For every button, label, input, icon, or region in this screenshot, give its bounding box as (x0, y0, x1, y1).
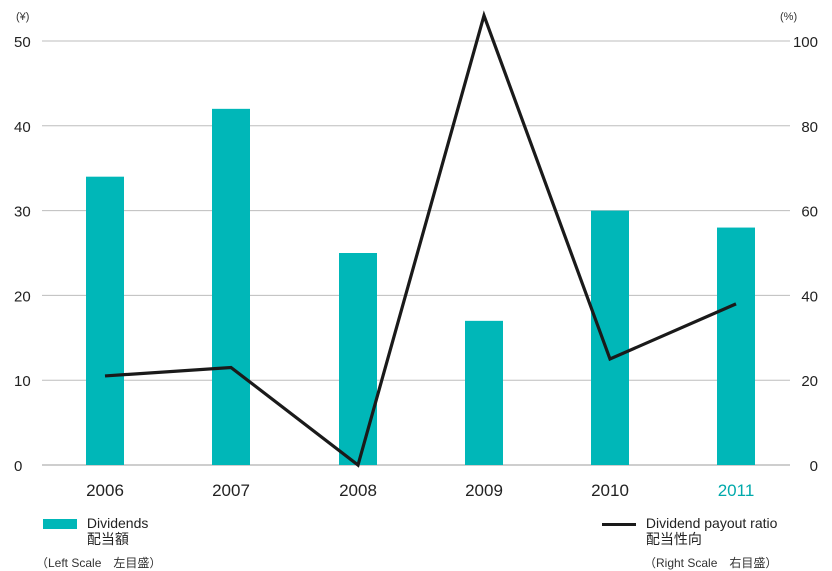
right-scale-note: （Right Scale 右目盛） (644, 556, 778, 570)
bar-2010 (591, 210, 629, 465)
x-tick-label-2006: 2006 (86, 481, 124, 500)
legend-payout-label: Dividend payout ratio (645, 515, 778, 531)
x-tick-label-2011: 2011 (718, 481, 755, 500)
x-tick-label-2009: 2009 (465, 481, 503, 500)
x-axis-ticks: 2006 2007 2008 2009 2010 2011 (86, 481, 754, 500)
left-tick-label: 20 (14, 288, 31, 305)
payout-ratio-line (104, 10, 737, 468)
x-tick-label-2010: 2010 (591, 481, 629, 500)
left-tick-label: 0 (14, 458, 22, 475)
payout-line-group (104, 10, 737, 468)
legend-dividends: Dividends 配当額 (43, 515, 148, 547)
bar-2009 (465, 320, 503, 465)
left-tick-label: 40 (14, 119, 31, 136)
bar-2006 (86, 176, 124, 465)
bar-2008 (339, 253, 377, 465)
right-tick-label: 60 (801, 204, 818, 221)
right-tick-label: 20 (801, 373, 818, 390)
legend-dividends-label-jp: 配当額 (86, 531, 129, 547)
left-axis-ticks: 0 10 20 30 40 50 (14, 34, 31, 475)
right-axis-unit: (%) (780, 11, 797, 23)
left-tick-label: 10 (14, 373, 31, 390)
bar-2007 (212, 108, 250, 465)
bar-2011 (717, 227, 755, 465)
right-tick-label: 100 (793, 34, 818, 51)
legend-bar-swatch (43, 519, 77, 530)
left-scale-note: （Left Scale 左目盛） (36, 556, 162, 570)
right-tick-label: 80 (801, 119, 818, 136)
right-tick-label: 0 (810, 458, 818, 475)
x-tick-label-2008: 2008 (339, 481, 377, 500)
left-tick-label: 50 (14, 34, 31, 51)
legend-payout-label-jp: 配当性向 (645, 531, 702, 547)
gridlines (42, 40, 790, 466)
legend-dividends-label: Dividends (86, 515, 149, 531)
left-axis-unit: (¥) (16, 11, 29, 23)
dividend-bars (86, 108, 755, 465)
right-tick-label: 40 (801, 288, 818, 305)
legend-line-swatch (602, 522, 636, 526)
left-tick-label: 30 (14, 204, 31, 221)
right-axis-ticks: 0 20 40 60 80 100 (793, 34, 818, 475)
x-tick-label-2007: 2007 (212, 481, 250, 500)
legend-payout-ratio: Dividend payout ratio 配当性向 (602, 515, 777, 547)
